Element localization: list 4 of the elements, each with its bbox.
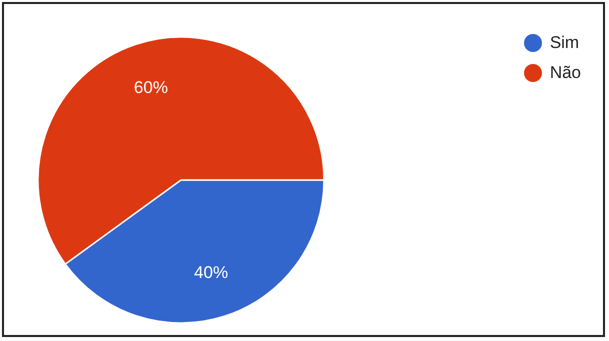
legend-label: Sim	[550, 32, 580, 54]
data-label: 60%	[134, 78, 168, 98]
data-label: 40%	[194, 262, 228, 282]
legend-label: Não	[550, 62, 581, 84]
